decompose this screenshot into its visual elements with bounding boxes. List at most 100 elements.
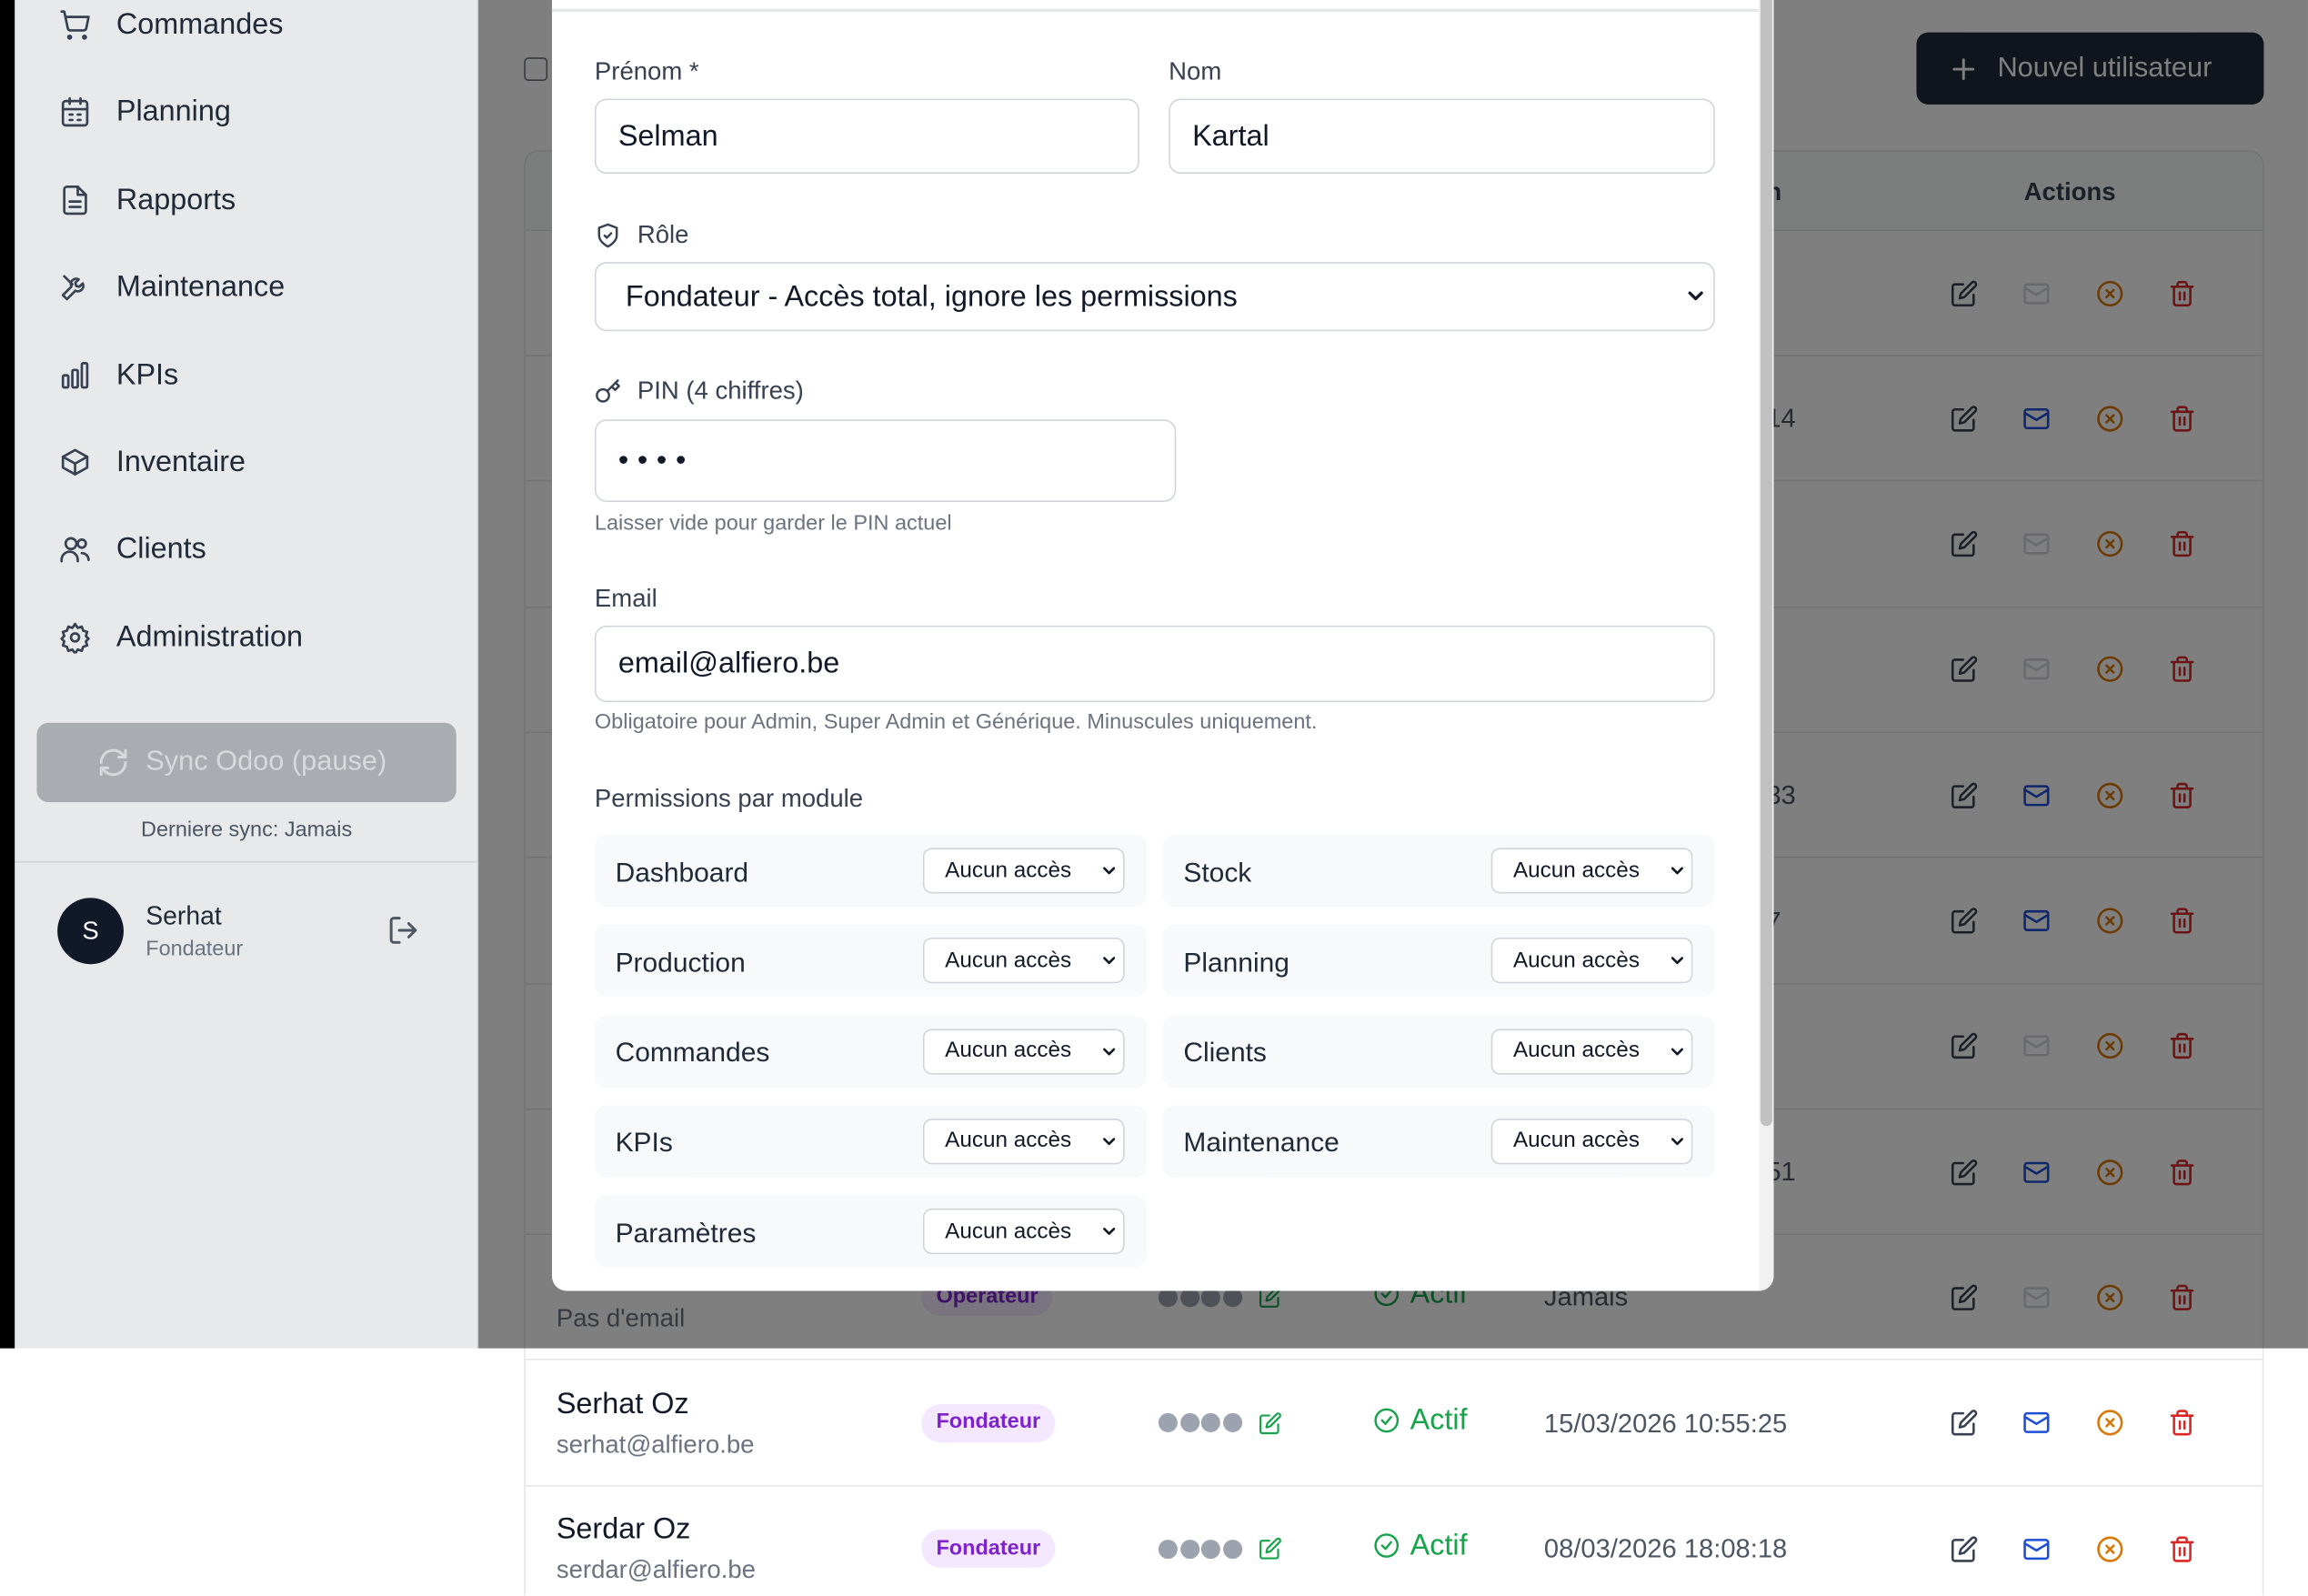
user-role: Fondateur [146,937,244,961]
select-chevron [1671,1138,1683,1146]
permission-module: Commandes [615,1036,770,1068]
pin-edit-icon [1259,1411,1281,1434]
role-badge-label: Fondateur [936,1410,1041,1434]
pin-dot [1222,1413,1242,1433]
nav-icon [60,10,90,40]
permission-select[interactable]: Aucun accès [1490,1028,1693,1074]
input-value: •••• [617,444,696,477]
permission-card: KPIs Aucun accès [594,1105,1147,1178]
select-chevron [1102,1138,1115,1146]
avatar: S [57,898,124,965]
nav-icon [60,622,90,654]
permission-select[interactable]: Aucun accès [922,1118,1125,1165]
edit-action [1951,1535,1977,1561]
nav-item: Administration [115,620,303,654]
permission-card: Paramètres Aucun accès [594,1195,1147,1268]
permission-select[interactable]: Aucun accès [922,938,1125,984]
sidebar-divider [15,860,479,863]
pin-dot [1179,1413,1199,1433]
permission-select[interactable]: Aucun accès [1490,1118,1693,1165]
field-label: Nom [1169,57,1222,85]
permission-module: Paramètres [615,1217,757,1249]
status-icon [1374,1533,1400,1558]
last-login: 15/03/2026 10:55:25 [1543,1408,1788,1438]
pin-dot [1158,1413,1178,1433]
permission-select[interactable]: Aucun accès [922,1028,1125,1074]
pin-dot [1158,1539,1178,1559]
deactivate-action [2096,1535,2122,1561]
nav-icon [60,537,90,564]
row-divider [525,1484,2263,1487]
select-chevron [1102,1228,1115,1236]
pin-dot [1222,1539,1242,1559]
permission-module: Maintenance [1183,1126,1340,1158]
permission-access: Aucun accès [1512,948,1640,973]
user-name: Serhat [146,899,222,930]
user-name: Serdar Oz [556,1512,691,1546]
text-input[interactable]: email@alfiero.be [594,625,1715,703]
mail-action [2022,1412,2049,1434]
permission-module: Stock [1183,856,1252,888]
permission-access: Aucun accès [1512,857,1640,883]
field-label: Permissions par module [594,784,864,813]
nav-item: Maintenance [115,271,286,304]
permission-card: Commandes Aucun accès [594,1015,1147,1088]
role-badge: Fondateur [921,1403,1056,1442]
permission-select[interactable]: Aucun accès [1490,938,1693,984]
nav-icon [63,185,87,215]
pin-dot [1200,1413,1220,1433]
sync-button-label: Sync Odoo (pause) [146,746,387,778]
input-value: email@alfiero.be [617,647,840,680]
email-hint: Obligatoire pour Admin, Super Admin et G… [594,709,1318,734]
permission-module: Dashboard [615,856,749,888]
text-input[interactable]: Fondateur - Accès total, ignore les perm… [594,262,1715,332]
permission-access: Aucun accès [945,1218,1072,1244]
sync-button[interactable]: Sync Odoo (pause) [36,722,457,803]
permission-select[interactable]: Aucun accès [922,848,1125,894]
row-divider [525,1359,2263,1361]
permission-access: Aucun accès [1512,1038,1640,1063]
deactivate-action [2096,1410,2122,1436]
sync-icon [99,748,127,777]
permission-select[interactable]: Aucun accès [1490,848,1693,894]
select-chevron [1102,1047,1115,1055]
permission-card: Production Aucun accès [594,924,1147,998]
logout-icon [389,917,417,944]
scrollbar-thumb [1760,0,1772,1127]
nav-icon [61,275,85,301]
nav-item: Commandes [115,8,284,42]
delete-action [2169,1410,2193,1436]
pin-hint: Laisser vide pour garder le PIN actuel [594,511,952,536]
status-icon [1374,1408,1400,1432]
input-value: Kartal [1192,119,1269,153]
permission-access: Aucun accès [945,857,1072,883]
select-chevron [1688,291,1703,301]
permission-access: Aucun accès [945,1038,1072,1063]
user-email: serdar@alfiero.be [556,1555,756,1584]
text-input[interactable]: Selman [594,98,1139,174]
permission-module: Planning [1183,946,1289,978]
select-chevron [1671,867,1683,875]
permission-access: Aucun accès [1512,1128,1640,1154]
sidebar: Commandes Planning Rapports Maintenance KPIs… [15,0,479,1349]
user-name: Serhat Oz [556,1387,689,1420]
nav-icon [61,448,89,476]
modal-header-divider [551,8,1760,12]
input-value: Fondateur - Accès total, ignore les perm… [625,280,1238,313]
field-label: Email [594,584,657,613]
status-label: Actif [1410,1403,1468,1437]
permission-select[interactable]: Aucun accès [922,1209,1125,1255]
text-input[interactable]: •••• [594,419,1177,502]
field-label: PIN (4 chiffres) [637,376,804,406]
last-sync: Derniere sync: Jamais [141,818,353,842]
mail-action [2022,1538,2049,1560]
select-chevron [1671,957,1683,965]
pin-icon [596,379,620,403]
permission-card: Maintenance Aucun accès [1162,1105,1715,1178]
edit-action [1951,1410,1977,1436]
text-input[interactable]: Kartal [1169,98,1715,174]
role-icon [597,223,618,248]
permission-module: KPIs [615,1126,673,1158]
nav-item: Inventaire [115,446,246,479]
